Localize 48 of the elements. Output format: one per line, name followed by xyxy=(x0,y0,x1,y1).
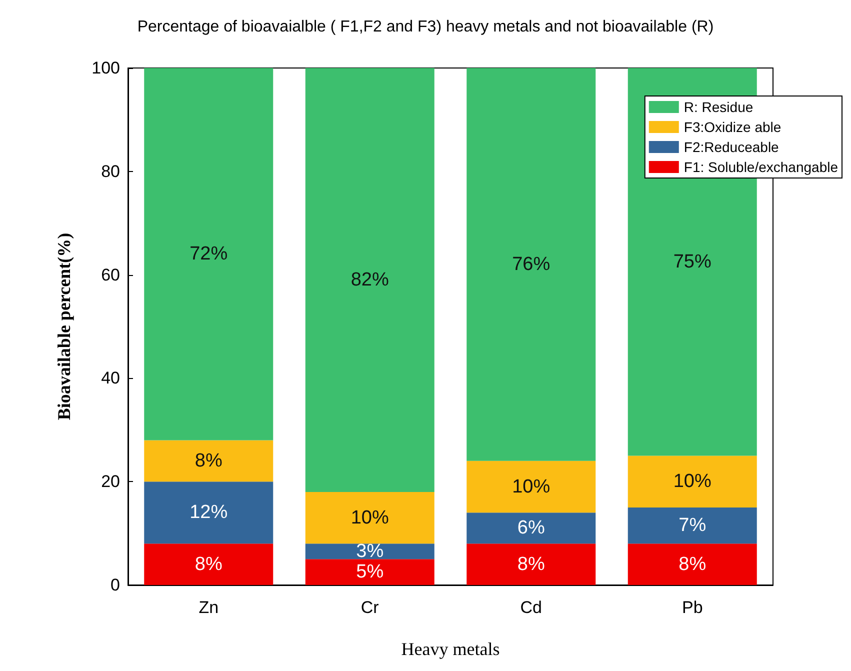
bar xyxy=(628,456,757,508)
legend-label: F1: Soluble/exchangable xyxy=(684,159,838,175)
data-label: 76% xyxy=(512,254,550,275)
bar xyxy=(144,482,274,544)
data-label: 8% xyxy=(194,554,222,575)
data-label: 12% xyxy=(190,502,228,524)
y-tick-label: 40 xyxy=(101,368,120,388)
data-label: 10% xyxy=(350,507,389,528)
bar xyxy=(305,492,434,544)
bar xyxy=(144,544,274,585)
bar xyxy=(305,559,434,585)
y-tick-label: 80 xyxy=(101,162,120,181)
bar xyxy=(466,68,596,461)
data-label: 7% xyxy=(678,515,706,536)
data-label: 82% xyxy=(350,269,389,290)
bar xyxy=(466,512,596,544)
chart-title: Percentage of bioavaialble ( F1,F2 and F3) heavy metals and not bioavailable (R) xyxy=(137,18,714,36)
data-label: 8% xyxy=(517,554,545,575)
x-axis-title: Heavy metals xyxy=(401,639,500,659)
x-tick-label: Cd xyxy=(520,598,542,617)
bar xyxy=(144,440,274,482)
data-label: 8% xyxy=(194,450,222,472)
legend-label: F2:Reduceable xyxy=(684,139,780,155)
bar xyxy=(144,68,274,440)
y-tick-label: 0 xyxy=(110,576,120,594)
legend-label: F3:Oxidize able xyxy=(684,119,782,135)
data-label: 6% xyxy=(517,518,545,539)
data-label: 75% xyxy=(673,251,712,272)
x-tick-label: Pb xyxy=(682,598,703,617)
bar xyxy=(628,507,757,544)
y-tick-label: 100 xyxy=(92,58,120,78)
legend-label: R: Residue xyxy=(684,99,754,115)
bar xyxy=(628,544,757,585)
data-label: 10% xyxy=(673,471,712,492)
bar xyxy=(466,544,596,585)
data-label: 10% xyxy=(512,476,550,498)
bar xyxy=(305,544,434,560)
y-axis-title: Bioavailable percent(%) xyxy=(54,232,74,420)
y-tick-label: 60 xyxy=(101,265,120,284)
data-label: 72% xyxy=(190,244,228,265)
x-tick-label: Zn xyxy=(198,598,219,617)
bar xyxy=(305,68,434,492)
y-tick-label: 20 xyxy=(101,472,120,492)
data-label: 8% xyxy=(678,554,706,575)
bar xyxy=(466,460,596,513)
x-tick-label: Cr xyxy=(360,598,380,617)
data-label: 5% xyxy=(356,562,384,583)
data-label: 3% xyxy=(356,540,384,562)
